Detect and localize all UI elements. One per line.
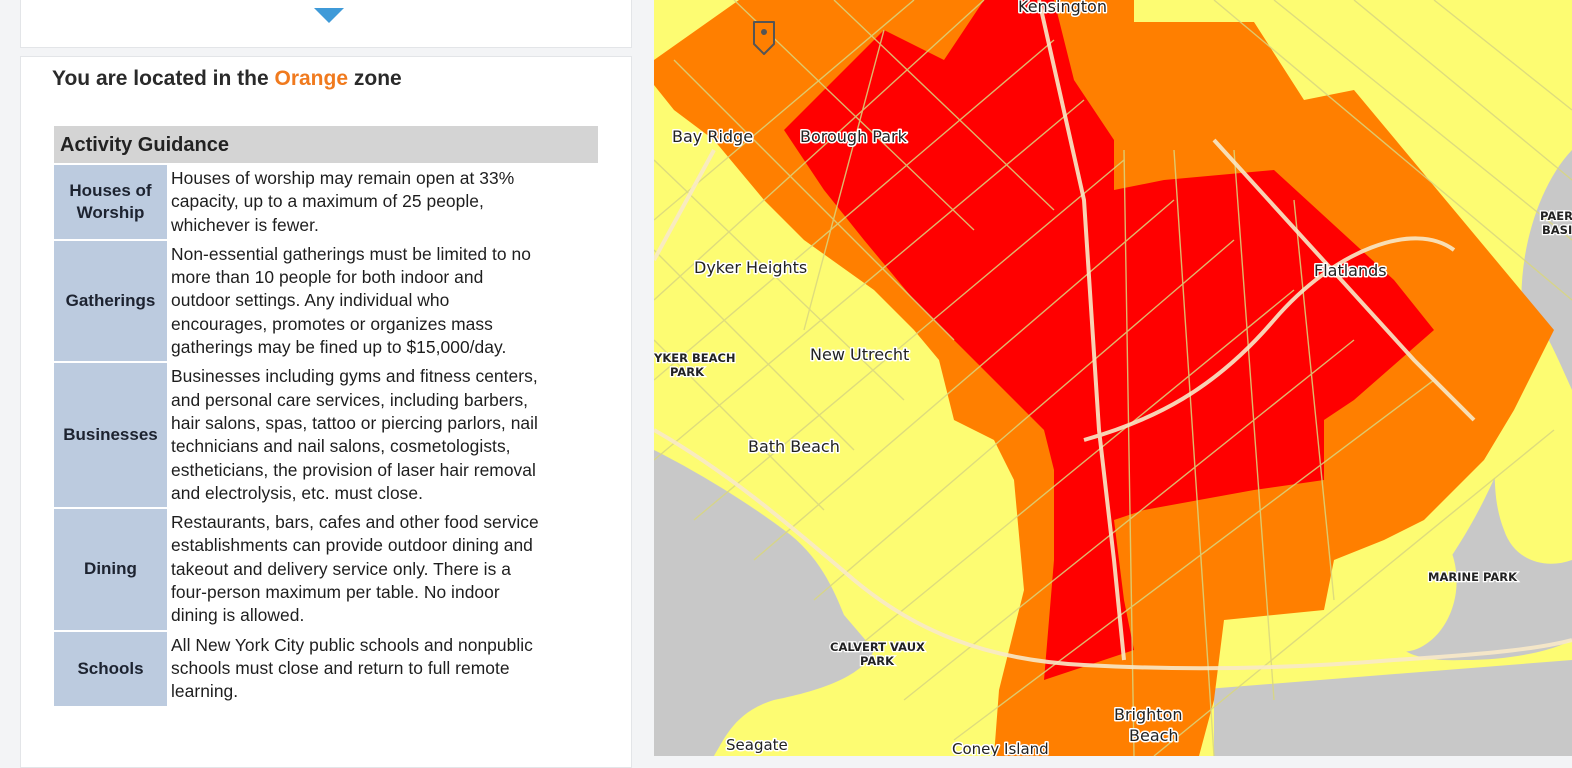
map-label-kensington: Kensington: [1018, 0, 1107, 16]
guidance-description-line: schools must close and return to full re…: [171, 657, 510, 678]
guidance-description-line: Non-essential gatherings must be limited…: [171, 243, 531, 264]
guidance-description-line: outdoor settings. Any individual who: [171, 290, 450, 311]
gravesend-bay-water: [654, 450, 874, 756]
guidance-row: Dining Restaurants, bars, cafes and other…: [54, 509, 598, 630]
guidance-description-line: Businesses including gyms and fitness ce…: [171, 366, 538, 387]
guidance-description-line: and personal care services, including ba…: [171, 389, 529, 410]
guidance-row: Gatherings Non-essential gatherings must …: [54, 240, 598, 362]
guidance-description-line: hair salons, spas, tattoo or piercing pa…: [171, 412, 538, 433]
map-label-bay-ridge: Bay Ridge: [672, 127, 753, 146]
map-label-marine-park: MARINE PARK: [1428, 570, 1518, 584]
guidance-category: Gatherings: [54, 240, 167, 362]
highways: [654, 0, 1572, 671]
street-grid: [654, 0, 1572, 756]
guidance-description-line: Houses of worship may remain open at 33%: [171, 168, 515, 188]
guidance-description-line: technicians and nail salons, cosmetologi…: [171, 436, 511, 457]
guidance-description-line: establishments can provide outdoor dinin…: [171, 535, 533, 556]
map-label-calvert-vaux-park: CALVERT VAUX PARK: [830, 640, 925, 668]
zone-heading-prefix: You are located in the: [52, 67, 269, 90]
left-panel: You are located in the Orange zone Activ…: [0, 0, 654, 768]
map-label-seagate: Seagate: [726, 736, 788, 754]
guidance-description: All New York City public schools and non…: [169, 632, 598, 706]
map-label-brighton-beach: Brighton Beach: [1114, 705, 1183, 745]
guidance-category-line: Houses of: [69, 180, 152, 200]
zone-heading-suffix: zone: [353, 67, 402, 90]
zone-name: Orange: [274, 67, 349, 90]
guidance-description-line: encourages, promotes or organizes mass: [171, 313, 493, 334]
zone-heading: You are located in the Orange zone: [52, 67, 402, 91]
guidance-description-line: takeout and delivery service only. There…: [171, 558, 511, 579]
guidance-row: Houses of Worship Houses of worship may re…: [54, 165, 598, 239]
guidance-description-line: Restaurants, bars, cafes and other food …: [171, 512, 539, 533]
zone-info-card: You are located in the Orange zone Activ…: [20, 56, 632, 768]
guidance-category-line: Dining: [84, 559, 137, 579]
red-zone: [784, 0, 1434, 680]
collapse-arrow-icon[interactable]: [314, 8, 344, 23]
map-label-new-utrecht: New Utrecht: [810, 345, 909, 364]
guidance-description-line: All New York City public schools and non…: [171, 634, 533, 655]
map-label-borough-park: Borough Park: [800, 127, 908, 146]
guidance-description-line: capacity, up to a maximum of 25 people,: [171, 191, 484, 212]
guidance-description-line: whichever is fewer.: [171, 214, 319, 235]
map-label-paerdegat-basin: PAER BASI: [1540, 209, 1572, 237]
address-card: [20, 0, 632, 48]
map-label-coney-island: Coney Island: [952, 740, 1049, 756]
guidance-description-line: four-person maximum per table. No indoor: [171, 582, 500, 603]
guidance-category-line: Businesses: [63, 425, 158, 445]
map-label-dyker-heights: Dyker Heights: [694, 258, 807, 277]
guidance-row: Businesses Businesses including gyms and …: [54, 363, 598, 508]
guidance-description: Businesses including gyms and fitness ce…: [169, 363, 598, 507]
guidance-description: Restaurants, bars, cafes and other food …: [169, 509, 598, 629]
table-title: Activity Guidance: [54, 126, 598, 163]
guidance-description-line: more than 10 people for both indoor and: [171, 267, 484, 288]
guidance-description-line: dining is allowed.: [171, 605, 305, 626]
guidance-category: Schools: [54, 631, 167, 706]
guidance-category: Houses of Worship: [54, 165, 167, 239]
map-label-flatlands: Flatlands: [1314, 261, 1387, 280]
activity-guidance-table: Activity Guidance Houses of Worship Houses…: [52, 124, 600, 708]
map-canvas[interactable]: Kensington Bay Ridge Borough Park Dyker …: [654, 0, 1572, 756]
guidance-category-line: Gatherings: [65, 291, 156, 311]
zone-map[interactable]: Kensington Bay Ridge Borough Park Dyker …: [654, 0, 1572, 756]
guidance-category: Businesses: [54, 363, 167, 508]
map-label-dyker-beach-park: YKER BEACH PARK: [654, 351, 736, 379]
guidance-description-line: and electrolysis, etc. must close.: [171, 482, 424, 503]
map-pin-icon[interactable]: [753, 21, 775, 55]
guidance-description-line: gatherings may be fined up to $15,000/da…: [171, 337, 507, 358]
guidance-description: Houses of worship may remain open at 33%…: [169, 165, 598, 239]
guidance-row: Schools All New York City public schools …: [54, 631, 598, 706]
guidance-description-line: estheticians, the provision of laser hai…: [171, 459, 536, 480]
guidance-category: Dining: [54, 509, 167, 630]
guidance-category-line: Worship: [76, 202, 145, 222]
guidance-description: Non-essential gatherings must be limited…: [169, 241, 598, 361]
map-label-bath-beach: Bath Beach: [748, 437, 840, 456]
guidance-category-line: Schools: [77, 658, 144, 678]
guidance-description-line: learning.: [171, 681, 239, 702]
lower-bay-water: [1194, 660, 1572, 756]
